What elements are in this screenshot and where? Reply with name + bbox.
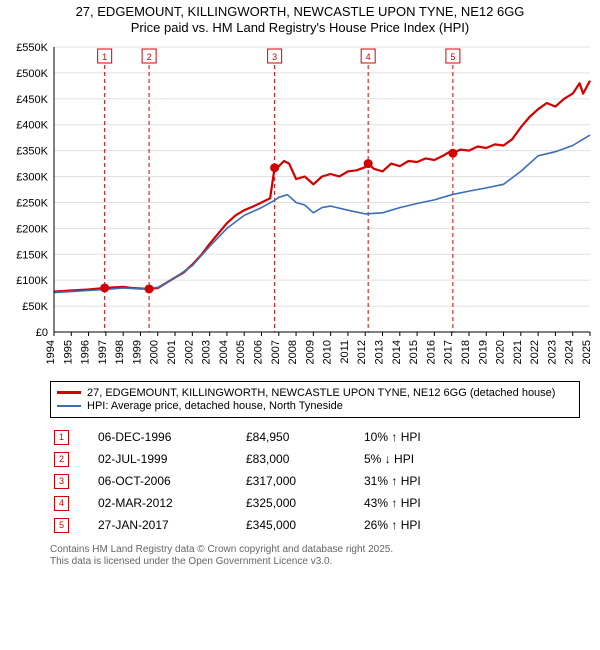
sale-price: £325,000 (242, 492, 360, 514)
svg-text:2002: 2002 (183, 340, 195, 364)
svg-text:2007: 2007 (270, 340, 282, 364)
legend: 27, EDGEMOUNT, KILLINGWORTH, NEWCASTLE U… (50, 381, 580, 418)
svg-text:2020: 2020 (495, 340, 507, 364)
svg-text:£500K: £500K (16, 67, 48, 79)
sale-row: 5 27-JAN-2017£345,00026% ↑ HPI (50, 514, 580, 536)
svg-text:2011: 2011 (339, 340, 351, 364)
svg-text:£400K: £400K (16, 119, 48, 131)
sale-change: 10% ↑ HPI (360, 426, 580, 448)
svg-text:5: 5 (450, 52, 455, 62)
svg-text:£550K: £550K (16, 42, 48, 54)
sale-flag: 1 (54, 430, 69, 445)
svg-text:1: 1 (102, 52, 107, 62)
sale-price: £84,950 (242, 426, 360, 448)
sale-row: 1 06-DEC-1996£84,95010% ↑ HPI (50, 426, 580, 448)
legend-row: 27, EDGEMOUNT, KILLINGWORTH, NEWCASTLE U… (57, 387, 573, 399)
svg-text:2021: 2021 (512, 340, 524, 364)
svg-text:1994: 1994 (45, 340, 57, 364)
svg-text:4: 4 (366, 52, 371, 62)
sale-price: £345,000 (242, 514, 360, 536)
price-chart: £0 £50K £100K £150K £200K £250K £300K £350K £400… (0, 37, 600, 375)
svg-text:2004: 2004 (218, 340, 230, 364)
svg-text:2017: 2017 (443, 340, 455, 364)
svg-text:£100K: £100K (16, 275, 48, 287)
svg-text:2025: 2025 (581, 340, 593, 364)
footer-line-2: This data is licensed under the Open Gov… (50, 556, 580, 569)
svg-text:2014: 2014 (391, 340, 403, 364)
svg-text:2012: 2012 (356, 340, 368, 364)
svg-text:1999: 1999 (131, 340, 143, 364)
svg-text:2000: 2000 (149, 340, 161, 364)
sale-change: 43% ↑ HPI (360, 492, 580, 514)
sale-row: 2 02-JUL-1999£83,0005% ↓ HPI (50, 448, 580, 470)
sale-change: 5% ↓ HPI (360, 448, 580, 470)
svg-text:2013: 2013 (374, 340, 386, 364)
svg-text:2016: 2016 (425, 340, 437, 364)
svg-text:£450K: £450K (16, 93, 48, 105)
legend-row: HPI: Average price, detached house, Nort… (57, 400, 573, 412)
svg-text:2: 2 (147, 52, 152, 62)
svg-text:2009: 2009 (304, 340, 316, 364)
legend-label: HPI: Average price, detached house, Nort… (87, 400, 343, 412)
title-line-2: Price paid vs. HM Land Registry's House … (0, 20, 600, 36)
svg-text:2001: 2001 (166, 340, 178, 364)
svg-text:2023: 2023 (546, 340, 558, 364)
svg-text:£250K: £250K (16, 197, 48, 209)
sale-flag: 5 (54, 518, 69, 533)
sale-flag: 3 (54, 474, 69, 489)
sale-flag: 4 (54, 496, 69, 511)
sale-price: £317,000 (242, 470, 360, 492)
svg-text:1995: 1995 (62, 340, 74, 364)
chart-canvas: £0 £50K £100K £150K £200K £250K £300K £350K £400… (0, 37, 600, 375)
svg-text:2019: 2019 (477, 340, 489, 364)
sale-date: 06-DEC-1996 (94, 426, 242, 448)
svg-text:1996: 1996 (80, 340, 92, 364)
svg-text:1998: 1998 (114, 340, 126, 364)
sale-change: 31% ↑ HPI (360, 470, 580, 492)
svg-text:£0: £0 (36, 327, 48, 339)
legend-label: 27, EDGEMOUNT, KILLINGWORTH, NEWCASTLE U… (87, 387, 555, 399)
svg-text:2024: 2024 (564, 340, 576, 364)
svg-text:£300K: £300K (16, 171, 48, 183)
svg-text:£150K: £150K (16, 249, 48, 261)
svg-text:2022: 2022 (529, 340, 541, 364)
sale-price: £83,000 (242, 448, 360, 470)
svg-text:2018: 2018 (460, 340, 472, 364)
sale-row: 3 06-OCT-2006£317,00031% ↑ HPI (50, 470, 580, 492)
svg-text:£350K: £350K (16, 145, 48, 157)
sale-flag: 2 (54, 452, 69, 467)
svg-text:2003: 2003 (201, 340, 213, 364)
title-line-1: 27, EDGEMOUNT, KILLINGWORTH, NEWCASTLE U… (0, 4, 600, 20)
svg-text:2005: 2005 (235, 340, 247, 364)
data-attribution: Contains HM Land Registry data © Crown c… (50, 544, 580, 569)
chart-title: 27, EDGEMOUNT, KILLINGWORTH, NEWCASTLE U… (0, 0, 600, 37)
svg-text:2015: 2015 (408, 340, 420, 364)
sale-row: 4 02-MAR-2012£325,00043% ↑ HPI (50, 492, 580, 514)
legend-swatch (57, 391, 81, 394)
svg-text:2010: 2010 (322, 340, 334, 364)
footer-line-1: Contains HM Land Registry data © Crown c… (50, 544, 580, 557)
sale-date: 27-JAN-2017 (94, 514, 242, 536)
sale-change: 26% ↑ HPI (360, 514, 580, 536)
svg-text:3: 3 (272, 52, 277, 62)
sale-date: 06-OCT-2006 (94, 470, 242, 492)
sale-date: 02-JUL-1999 (94, 448, 242, 470)
svg-text:2006: 2006 (252, 340, 264, 364)
svg-text:1997: 1997 (97, 340, 109, 364)
svg-text:£200K: £200K (16, 223, 48, 235)
svg-text:2008: 2008 (287, 340, 299, 364)
sales-table: 1 06-DEC-1996£84,95010% ↑ HPI 2 02-JUL-1999… (50, 426, 580, 536)
sale-date: 02-MAR-2012 (94, 492, 242, 514)
legend-swatch (57, 405, 81, 407)
svg-text:£50K: £50K (22, 301, 48, 313)
